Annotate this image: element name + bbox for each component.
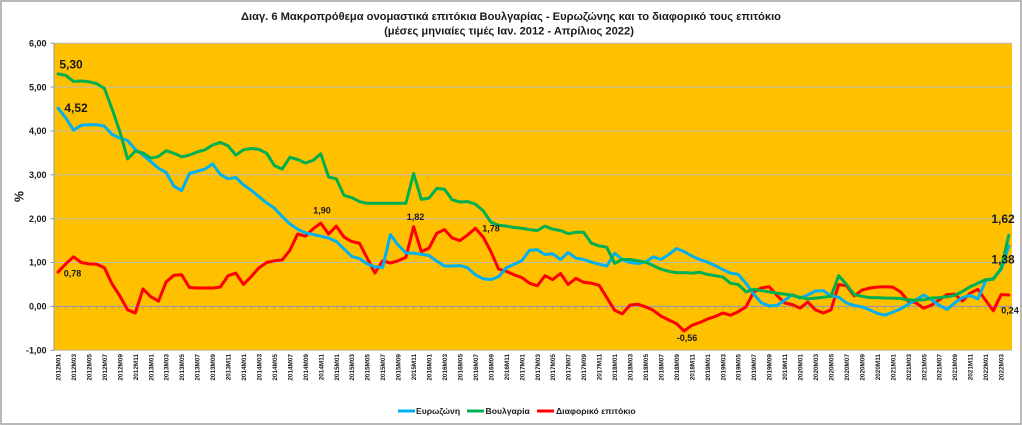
svg-text:2017M03: 2017M03 [535, 354, 542, 381]
svg-text:2012M11: 2012M11 [133, 354, 140, 381]
svg-text:2021M01: 2021M01 [890, 354, 897, 381]
svg-text:Διαγ. 6 Μακροπρόθεμα ονομαστι: Διαγ. 6 Μακροπρόθεμα ονομαστικά επιτόκια… [241, 11, 781, 23]
svg-text:4,00: 4,00 [29, 126, 47, 136]
svg-text:2020M11: 2020M11 [875, 354, 882, 381]
svg-text:2018M07: 2018M07 [658, 354, 665, 381]
svg-text:5,30: 5,30 [59, 58, 83, 72]
svg-text:2016M03: 2016M03 [442, 354, 449, 381]
svg-text:2017M09: 2017M09 [581, 354, 588, 381]
svg-text:2019M03: 2019M03 [720, 354, 727, 381]
svg-text:2019M01: 2019M01 [705, 354, 712, 381]
svg-text:2018M09: 2018M09 [674, 354, 681, 381]
svg-text:%: % [13, 191, 27, 202]
svg-text:5,00: 5,00 [29, 82, 47, 92]
svg-text:2020M05: 2020M05 [829, 354, 836, 381]
svg-text:2015M01: 2015M01 [334, 354, 341, 381]
svg-text:2012M07: 2012M07 [102, 354, 109, 381]
svg-text:Ευρωζώνη: Ευρωζώνη [416, 406, 460, 416]
svg-text:2020M07: 2020M07 [844, 354, 851, 381]
svg-text:2013M09: 2013M09 [210, 354, 217, 381]
svg-text:2020M03: 2020M03 [813, 354, 820, 381]
svg-text:2021M11: 2021M11 [968, 354, 975, 381]
svg-text:2014M07: 2014M07 [287, 354, 294, 381]
svg-text:1,00: 1,00 [29, 258, 47, 268]
svg-text:2016M01: 2016M01 [427, 354, 434, 381]
svg-text:2022M01: 2022M01 [983, 354, 990, 381]
svg-text:(μέσες μηνιαίες τιμές Ιαν. 20: (μέσες μηνιαίες τιμές Ιαν. 2012 - Απρίλι… [384, 26, 634, 38]
svg-text:2020M09: 2020M09 [859, 354, 866, 381]
svg-text:1,38: 1,38 [991, 253, 1015, 267]
svg-text:2012M09: 2012M09 [117, 354, 124, 381]
svg-text:3,00: 3,00 [29, 170, 47, 180]
svg-text:2015M03: 2015M03 [349, 354, 356, 381]
svg-text:2014M03: 2014M03 [257, 354, 264, 381]
svg-text:Βουλγαρία: Βουλγαρία [486, 406, 531, 416]
svg-text:Διαφορικό επιτόκιο: Διαφορικό επιτόκιο [556, 406, 636, 416]
svg-text:1,90: 1,90 [313, 206, 331, 216]
svg-text:2021M09: 2021M09 [952, 354, 959, 381]
svg-text:2016M05: 2016M05 [458, 354, 465, 381]
svg-text:2018M05: 2018M05 [643, 354, 650, 381]
svg-text:2013M05: 2013M05 [179, 354, 186, 381]
svg-text:2018M11: 2018M11 [689, 354, 696, 381]
svg-text:0,24: 0,24 [1001, 305, 1019, 315]
svg-text:2012M05: 2012M05 [86, 354, 93, 381]
svg-text:2014M01: 2014M01 [241, 354, 248, 381]
svg-text:2017M11: 2017M11 [597, 354, 604, 381]
svg-text:1,78: 1,78 [482, 224, 500, 234]
svg-text:2021M05: 2021M05 [921, 354, 928, 381]
svg-text:2016M07: 2016M07 [473, 354, 480, 381]
svg-text:2013M07: 2013M07 [195, 354, 202, 381]
svg-text:0,00: 0,00 [29, 302, 47, 312]
svg-text:2013M01: 2013M01 [148, 354, 155, 381]
svg-text:2019M07: 2019M07 [751, 354, 758, 381]
svg-text:2018M01: 2018M01 [612, 354, 619, 381]
svg-text:2015M11: 2015M11 [411, 354, 418, 381]
svg-text:-0,56: -0,56 [677, 333, 698, 343]
svg-text:2014M05: 2014M05 [272, 354, 279, 381]
svg-text:2013M11: 2013M11 [226, 354, 233, 381]
svg-text:2012M03: 2012M03 [71, 354, 78, 381]
svg-text:-1,00: -1,00 [26, 346, 47, 356]
svg-text:2019M09: 2019M09 [767, 354, 774, 381]
svg-text:2,00: 2,00 [29, 214, 47, 224]
svg-text:0,78: 0,78 [64, 269, 82, 279]
svg-text:2015M07: 2015M07 [380, 354, 387, 381]
svg-text:2020M01: 2020M01 [798, 354, 805, 381]
svg-text:2016M11: 2016M11 [504, 354, 511, 381]
svg-text:2015M09: 2015M09 [396, 354, 403, 381]
svg-text:2014M09: 2014M09 [303, 354, 310, 381]
svg-text:2019M05: 2019M05 [736, 354, 743, 381]
svg-text:1,62: 1,62 [991, 212, 1015, 226]
svg-text:2017M05: 2017M05 [550, 354, 557, 381]
svg-text:2012M01: 2012M01 [56, 354, 63, 381]
svg-text:2021M07: 2021M07 [937, 354, 944, 381]
svg-text:2021M03: 2021M03 [906, 354, 913, 381]
svg-text:2019M11: 2019M11 [782, 354, 789, 381]
svg-text:2015M05: 2015M05 [365, 354, 372, 381]
svg-text:2018M03: 2018M03 [628, 354, 635, 381]
svg-text:1,82: 1,82 [407, 212, 425, 222]
svg-text:2014M11: 2014M11 [318, 354, 325, 381]
svg-text:2016M09: 2016M09 [488, 354, 495, 381]
svg-text:2017M07: 2017M07 [566, 354, 573, 381]
svg-text:2013M03: 2013M03 [164, 354, 171, 381]
svg-text:4,52: 4,52 [64, 101, 88, 115]
svg-text:2017M01: 2017M01 [519, 354, 526, 381]
svg-text:2022M03: 2022M03 [999, 354, 1006, 381]
svg-text:6,00: 6,00 [29, 38, 47, 48]
